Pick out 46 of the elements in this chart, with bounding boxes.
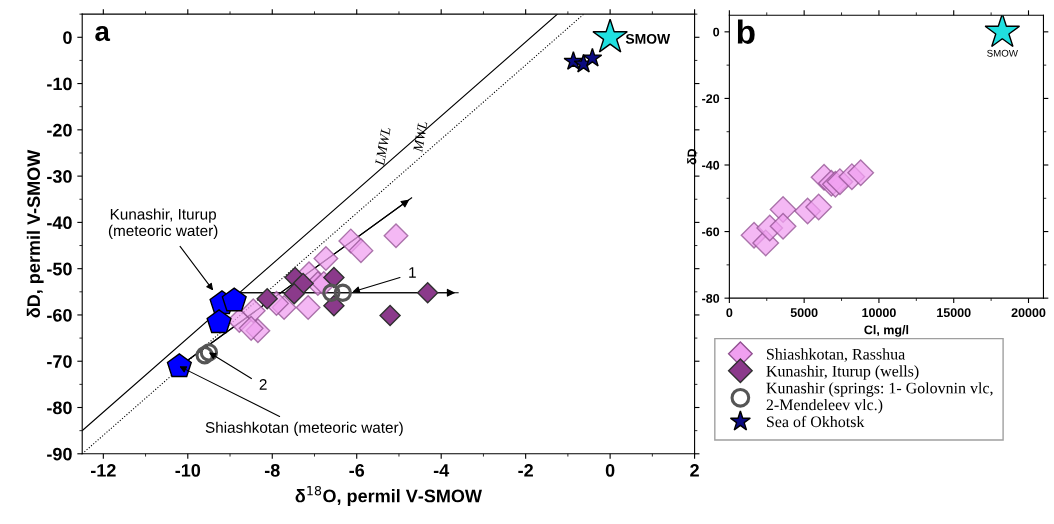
legend-label: Kunashir, Iturup (wells) — [766, 365, 919, 380]
y-tick-label: -30 — [47, 170, 72, 183]
y-tick-label: -60 — [47, 308, 72, 322]
x-tick-label: -6 — [349, 463, 365, 477]
y-tick-label: -10 — [47, 77, 72, 91]
y-tick-label: -50 — [47, 262, 72, 276]
annotation: a — [95, 25, 111, 42]
annotation: Shiashkotan (meteoric water) — [205, 421, 403, 436]
text: LMWL — [375, 127, 391, 167]
annotation: SMOW — [987, 49, 1018, 57]
x-tick-label: 0 — [605, 463, 615, 477]
y-tick-label: -80 — [702, 293, 720, 303]
x-axis-title: δ$^{18}$O, permil V-SMOW — [295, 485, 482, 506]
annotation: 2 — [259, 379, 267, 390]
y-tick-label: -40 — [702, 160, 720, 170]
y-tick-label: 0 — [63, 31, 72, 45]
x-tick-label: 0 — [726, 308, 733, 318]
annotation: SMOW — [625, 33, 671, 44]
x-tick-label: 10000 — [862, 308, 896, 318]
y-axis-title: δD, permil V-SMOW — [26, 149, 44, 318]
legend-label: Sea of Okhotsk — [767, 415, 865, 428]
y-axis-title: δD — [687, 148, 697, 165]
y-tick-label: -60 — [702, 227, 720, 237]
x-tick-label: -8 — [264, 463, 280, 477]
x-tick-label: -4 — [433, 464, 450, 477]
annotation: 1 — [409, 267, 416, 278]
x-tick-label: -12 — [90, 463, 116, 477]
y-tick-label: -40 — [47, 216, 72, 230]
annotation: b — [737, 19, 755, 44]
x-tick-label: 20000 — [1011, 308, 1046, 318]
y-tick-label: -20 — [702, 94, 720, 104]
y-tick-label: -80 — [47, 401, 72, 415]
x-tick-label: -10 — [175, 463, 201, 477]
x-axis-title: Cl, mg/l — [864, 325, 909, 337]
legend-label: Shiashkotan, Rasshua — [767, 348, 906, 362]
x-tick-label: 5000 — [790, 308, 818, 318]
x-tick-label: 2 — [690, 463, 699, 477]
annotation: Kunashir, Iturup (meteoric water) — [108, 208, 218, 240]
y-tick-label: 0 — [713, 27, 720, 37]
x-tick-label: -2 — [518, 463, 533, 477]
legend-label: Kunashir (springs: 1- Golovnin vlc, 2-Mendeleev vlc.) — [766, 382, 993, 414]
y-tick-label: -70 — [47, 355, 72, 368]
y-tick-label: -20 — [47, 123, 72, 137]
y-tick-label: -90 — [47, 447, 72, 461]
text: MWL — [413, 121, 428, 153]
x-tick-label: 15000 — [937, 308, 971, 318]
